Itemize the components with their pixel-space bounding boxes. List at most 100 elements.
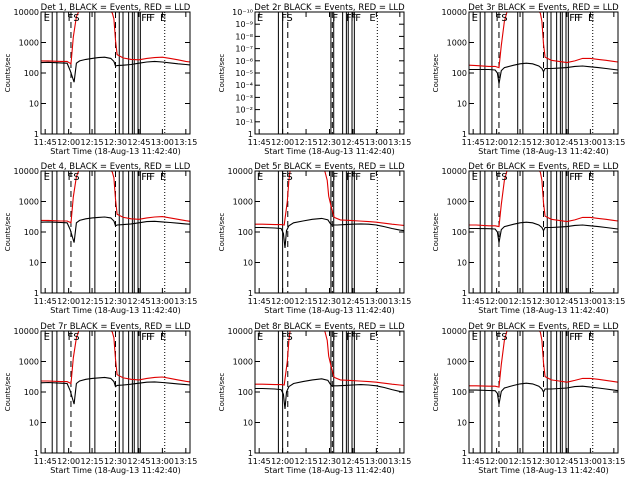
- x-axis-label: Start Time (18-Aug-13 11:42:40): [478, 466, 609, 475]
- y-tick-label: 10000: [228, 167, 253, 176]
- x-tick-label: 12:15: [81, 457, 104, 466]
- x-tick-label: 12:00: [57, 138, 80, 147]
- y-tick-label: 1: [248, 289, 253, 298]
- flag-letter: F: [146, 332, 152, 343]
- x-tick-label: 12:00: [57, 297, 80, 306]
- plot-area: [469, 171, 618, 293]
- plot-area: [255, 171, 404, 293]
- y-tick-label: 1000: [233, 198, 253, 207]
- x-tick-label: 13:15: [602, 297, 625, 306]
- flag-letter: F: [496, 332, 502, 343]
- x-tick-label: 12:00: [271, 457, 294, 466]
- x-tick-label: 13:00: [365, 297, 388, 306]
- plot-area: [41, 171, 190, 293]
- y-tick-label: 10⁻¹⁰: [232, 8, 253, 17]
- x-tick-label: 12:15: [81, 297, 104, 306]
- x-axis-label: Start Time (18-Aug-13 11:42:40): [478, 306, 609, 315]
- flag-letter: E: [257, 13, 263, 24]
- y-tick-label: 10000: [228, 327, 253, 336]
- flag-letter: F: [577, 332, 583, 343]
- flag-letter: E: [160, 332, 166, 343]
- x-tick-label: 11:45: [34, 297, 57, 306]
- x-tick-label: 13:00: [579, 138, 602, 147]
- flag-letter: F: [68, 13, 74, 24]
- flag-letter: F: [332, 13, 338, 24]
- series-events: [469, 221, 618, 243]
- x-tick-label: 13:15: [602, 457, 625, 466]
- y-tick-label: 10: [457, 259, 467, 268]
- y-tick-label: 1000: [447, 358, 467, 367]
- x-tick-label: 13:00: [151, 297, 174, 306]
- x-axis-label: Start Time (18-Aug-13 11:42:40): [50, 466, 181, 475]
- y-tick-label: 10: [457, 100, 467, 109]
- series-lld: [41, 171, 190, 224]
- x-tick-label: 12:45: [127, 457, 150, 466]
- flag-letter: F: [146, 13, 152, 24]
- y-axis-label: Counts/sec: [218, 213, 226, 252]
- chart-title: Det 5r BLACK = Events, RED = LLD: [254, 162, 405, 172]
- y-tick-label: 1: [462, 289, 467, 298]
- x-tick-label: 13:15: [174, 297, 197, 306]
- x-tick-label: 12:15: [509, 297, 532, 306]
- y-tick-label: 1: [34, 289, 39, 298]
- flag-letter: E: [44, 172, 50, 183]
- flag-letter: F: [355, 13, 361, 24]
- x-tick-label: 12:15: [509, 138, 532, 147]
- y-tick-label: 100: [24, 388, 39, 397]
- y-tick-label: 10: [29, 419, 39, 428]
- x-tick-label: 12:45: [127, 138, 150, 147]
- flag-letter: F: [346, 13, 352, 24]
- y-tick-label: 1: [248, 130, 253, 139]
- x-axis-label: Start Time (18-Aug-13 11:42:40): [478, 147, 609, 156]
- x-tick-label: 13:00: [365, 138, 388, 147]
- flag-letter: S: [286, 172, 292, 183]
- chart-title: Det 3r BLACK = Events, RED = LLD: [468, 3, 619, 13]
- flag-letter: S: [501, 13, 507, 24]
- flag-letter: F: [332, 172, 338, 183]
- x-tick-label: 13:00: [151, 138, 174, 147]
- x-tick-label: 11:45: [462, 138, 485, 147]
- flag-letter: E: [472, 332, 478, 343]
- y-tick-label: 10⁻⁴: [235, 81, 253, 90]
- x-axis-label: Start Time (18-Aug-13 11:42:40): [50, 306, 181, 315]
- y-tick-label: 100: [238, 228, 253, 237]
- flag-letter: F: [149, 332, 155, 343]
- series-lld: [255, 171, 404, 226]
- flag-letter: S: [286, 332, 292, 343]
- y-tick-label: 10⁻¹: [235, 118, 253, 127]
- flag-letter: F: [149, 172, 155, 183]
- y-tick-label: 10⁻⁸: [235, 32, 253, 41]
- y-tick-label: 1: [34, 449, 39, 458]
- y-tick-label: 1: [462, 130, 467, 139]
- x-tick-label: 12:30: [104, 297, 127, 306]
- series-lld: [41, 12, 190, 65]
- plot-area: [469, 331, 618, 453]
- y-tick-label: 10⁻⁹: [235, 20, 253, 29]
- x-tick-label: 12:00: [485, 297, 508, 306]
- x-tick-label: 11:45: [462, 297, 485, 306]
- flag-letter: E: [369, 172, 375, 183]
- plot-area: [469, 12, 618, 134]
- y-tick-label: 10⁻⁶: [235, 57, 253, 66]
- y-tick-label: 10000: [442, 167, 467, 176]
- x-axis-label: Start Time (18-Aug-13 11:42:40): [264, 147, 395, 156]
- chart-title: Det 7r BLACK = Events, RED = LLD: [40, 322, 191, 332]
- y-tick-label: 1: [248, 449, 253, 458]
- flag-letter: F: [574, 332, 580, 343]
- x-tick-label: 12:15: [295, 297, 318, 306]
- chart-title: Det 6r BLACK = Events, RED = LLD: [468, 162, 619, 172]
- y-axis-label: Counts/sec: [4, 54, 12, 93]
- flag-letter: E: [588, 13, 594, 24]
- x-tick-label: 13:00: [579, 457, 602, 466]
- flag-letter: F: [346, 172, 352, 183]
- y-tick-label: 100: [452, 228, 467, 237]
- flag-letter: F: [569, 13, 575, 24]
- x-tick-label: 12:30: [318, 457, 341, 466]
- flag-letter: F: [332, 332, 338, 343]
